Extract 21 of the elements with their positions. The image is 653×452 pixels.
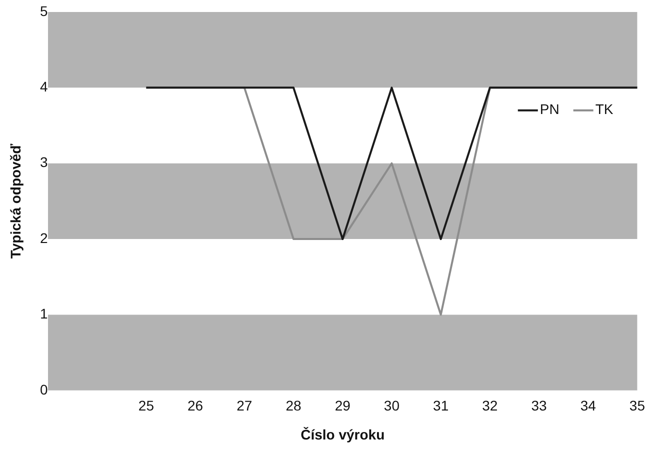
x-tick-label: 29 — [334, 398, 351, 414]
x-tick-label: 35 — [629, 398, 646, 414]
x-tick-label: 25 — [138, 398, 154, 414]
x-axis-title: Číslo výroku — [300, 426, 385, 442]
y-tick-label: 4 — [40, 78, 48, 95]
y-tick-label: 1 — [40, 306, 48, 322]
y-tick-label: 0 — [40, 381, 48, 398]
x-tick-label: 31 — [433, 398, 449, 414]
y-tick-label: 2 — [40, 230, 48, 246]
legend-label: PN — [540, 101, 560, 118]
y-axis-title: Typická odpověď — [7, 142, 24, 259]
y-tick-label: 3 — [40, 154, 48, 170]
y-tick-label: 5 — [40, 2, 48, 19]
x-tick-label: 34 — [580, 398, 596, 414]
x-tick-label: 28 — [286, 398, 302, 414]
x-tick-label: 32 — [482, 398, 498, 414]
x-tick-label: 30 — [384, 398, 400, 414]
x-tick-label: 33 — [531, 398, 548, 414]
legend-label: TK — [595, 101, 614, 118]
x-tick-label: 27 — [236, 398, 252, 414]
x-tick-label: 26 — [188, 398, 204, 414]
